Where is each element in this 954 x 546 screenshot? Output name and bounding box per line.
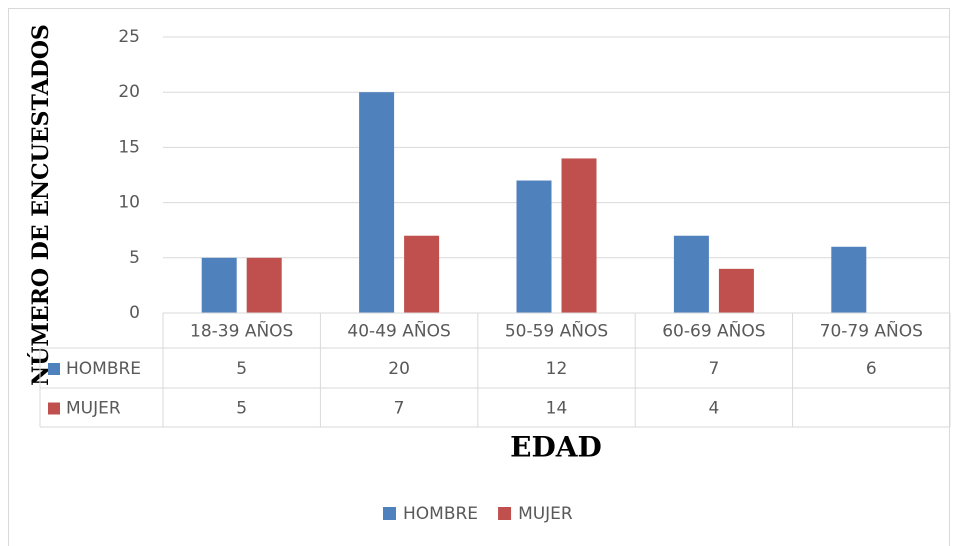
y-axis-title: NÚMERO DE ENCUESTADOS [27,24,54,386]
y-tick-label: 15 [118,137,140,157]
y-tick-label: 25 [118,27,140,47]
bar [831,246,867,313]
y-tick-label: 10 [118,193,140,213]
bar [561,158,597,313]
table-legend-key [48,402,60,415]
bar [246,257,282,313]
x-tick-label: 50-59 AÑOS [505,320,608,342]
table-cell: 7 [394,399,405,419]
x-tick-label: 18-39 AÑOS [190,320,293,342]
table-cell: 4 [708,399,719,419]
table-cell: 6 [866,359,877,379]
chart-frame [8,8,950,546]
x-tick-label: 60-69 AÑOS [662,320,765,342]
legend-key [498,507,512,520]
table-cell: 7 [708,359,719,379]
table-legend-key [48,363,60,375]
x-axis-title: EDAD [510,431,602,464]
table-series-label: HOMBRE [66,359,141,379]
table-cell: 20 [388,359,410,379]
bar [673,235,709,313]
y-tick-label: 0 [129,303,140,323]
table-cell: 14 [546,399,568,419]
table-cell: 5 [236,399,247,419]
bar [516,180,552,313]
bar [201,257,237,313]
y-tick-label: 5 [129,248,140,268]
bar [718,268,754,313]
legend-label: MUJER [518,504,573,524]
bar [359,92,395,313]
table-series-label: MUJER [66,399,121,419]
legend-label: HOMBRE [403,504,478,524]
x-tick-label: 70-79 AÑOS [820,320,923,342]
table-cell: 12 [546,359,568,379]
legend-key [383,507,396,520]
table-cell: 5 [236,359,247,379]
bar [404,235,440,313]
y-tick-label: 20 [118,82,140,102]
x-tick-label: 40-49 AÑOS [347,320,450,342]
